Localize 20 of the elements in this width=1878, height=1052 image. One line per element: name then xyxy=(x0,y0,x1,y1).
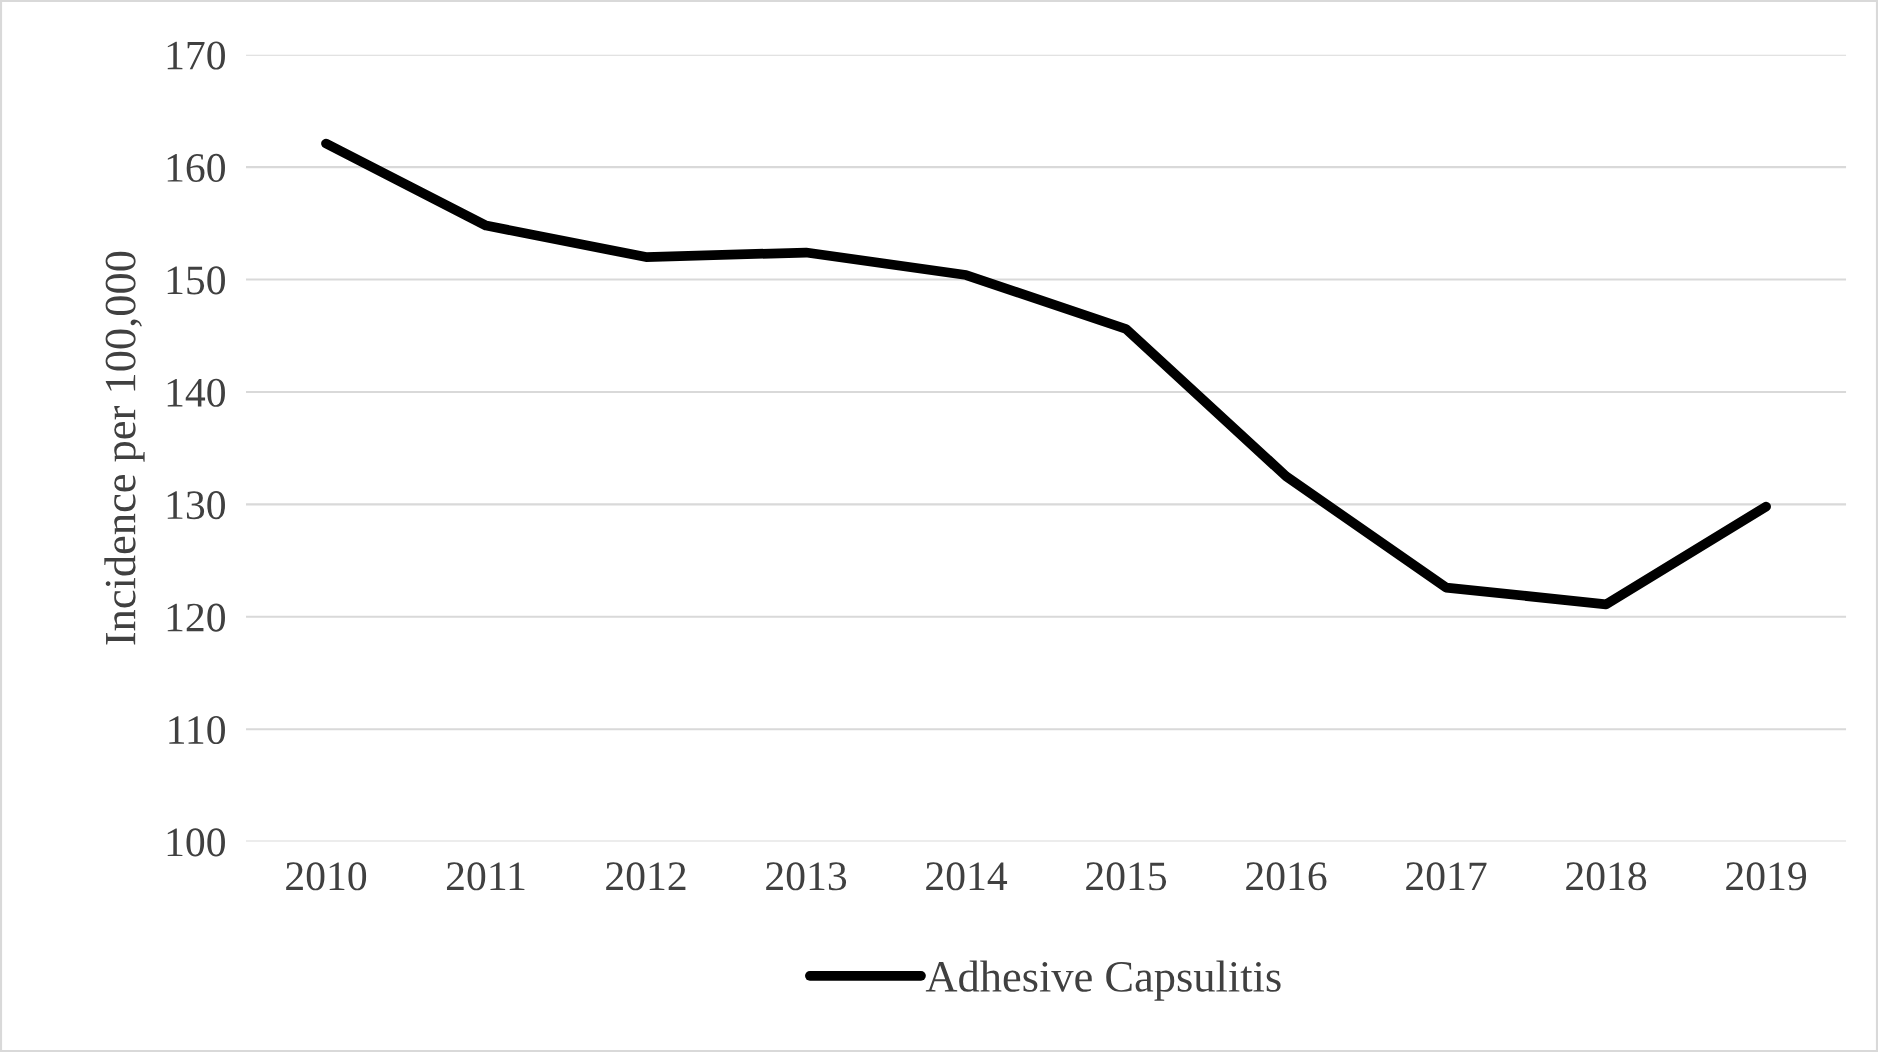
y-tick-label: 110 xyxy=(169,715,225,745)
x-tick-label: 2016 xyxy=(1246,862,1327,891)
x-tick-label: 2010 xyxy=(286,862,367,891)
x-tick-label: 2015 xyxy=(1086,862,1167,891)
legend-label: Adhesive Capsulitis xyxy=(925,960,1281,1001)
y-tick-label: 130 xyxy=(167,491,225,520)
x-tick-label: 2011 xyxy=(446,862,525,891)
y-tick-label: 160 xyxy=(167,153,225,182)
y-tick-label: 100 xyxy=(167,828,225,857)
y-tick-label: 170 xyxy=(167,41,225,70)
y-tick-label: 140 xyxy=(167,378,225,407)
x-tick-label: 2012 xyxy=(606,862,686,891)
y-axis-title: Incidence per 100,000 xyxy=(104,251,145,645)
y-tick-label: 120 xyxy=(167,603,225,632)
x-tick-label: 2014 xyxy=(926,862,1008,891)
y-tick-label: 150 xyxy=(167,266,225,295)
x-tick-label: 2019 xyxy=(1726,862,1807,891)
x-tick-label: 2013 xyxy=(766,862,847,891)
x-tick-label: 2017 xyxy=(1406,862,1487,891)
x-tick-label: 2018 xyxy=(1566,862,1647,891)
